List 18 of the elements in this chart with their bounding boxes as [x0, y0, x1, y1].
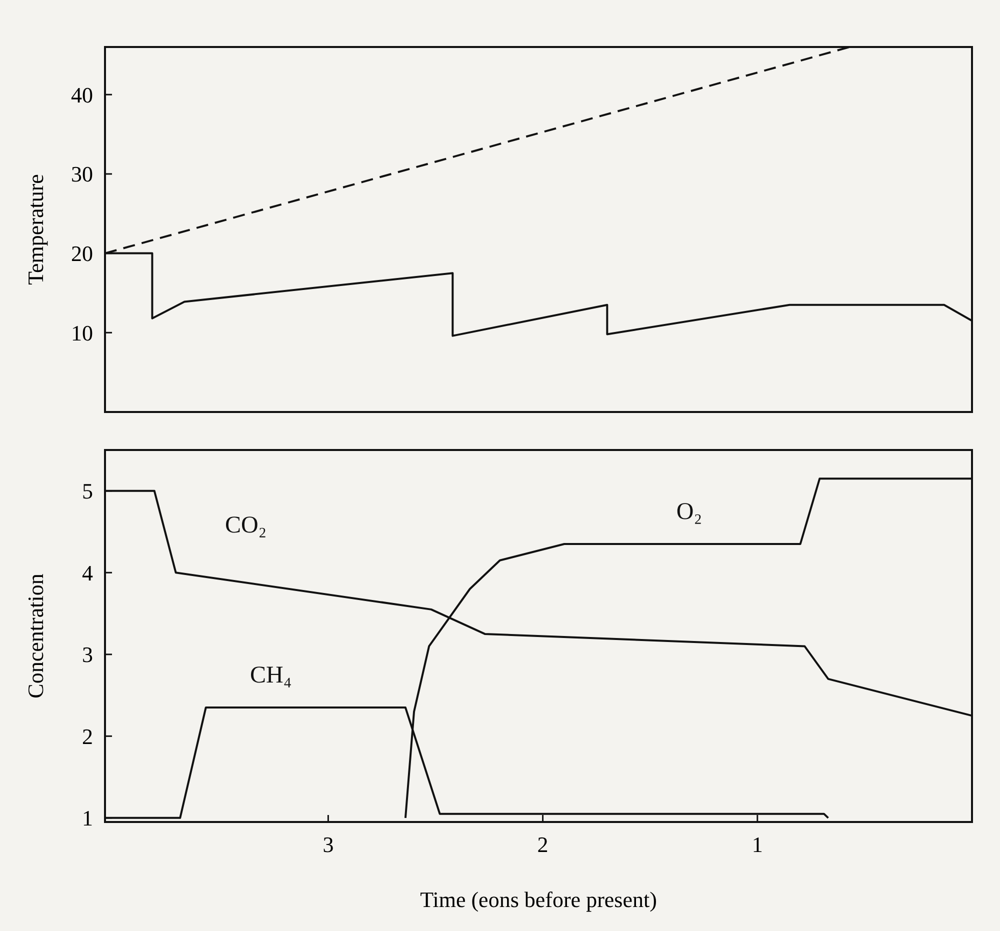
x-tick-label: 3 — [322, 832, 334, 857]
x-tick-label: 1 — [752, 832, 763, 857]
x-tick-label: 2 — [537, 832, 548, 857]
y-tick-label: 30 — [71, 162, 93, 187]
x-axis-title: Time (eons before present) — [420, 887, 657, 912]
series-label: O₂ — [676, 499, 702, 526]
y-tick-label: 40 — [71, 82, 93, 108]
y-axis-title: Temperature — [23, 174, 48, 285]
y-tick-label: 1 — [82, 806, 93, 831]
series-label: CH₄ — [250, 662, 292, 689]
y-tick-label: 2 — [82, 724, 93, 749]
y-tick-label: 20 — [71, 241, 93, 266]
series-label: CO₂ — [224, 512, 267, 539]
y-tick-label: 4 — [82, 560, 93, 586]
y-axis-title: Concentration — [23, 574, 48, 698]
y-tick-label: 3 — [82, 642, 93, 668]
y-tick-label: 5 — [82, 478, 93, 504]
y-tick-label: 10 — [71, 320, 93, 346]
